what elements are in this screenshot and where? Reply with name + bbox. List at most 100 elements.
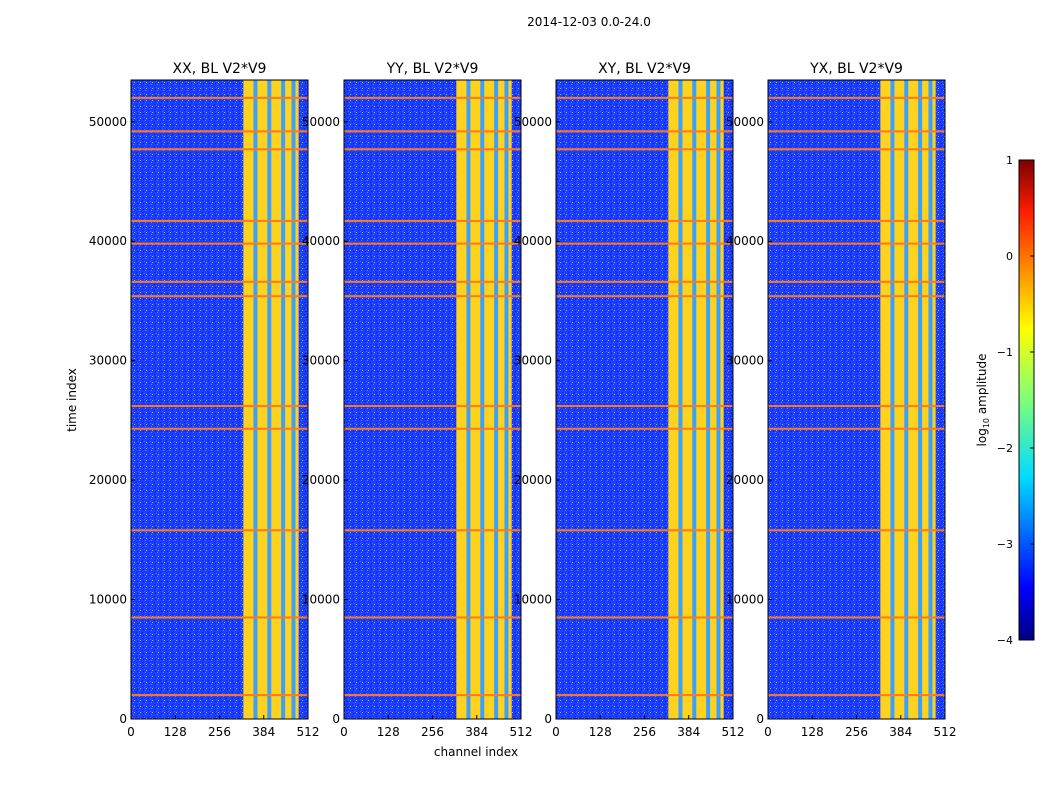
flagged-row	[131, 242, 308, 245]
x-tick-label: 0	[127, 725, 135, 739]
flagged-row	[768, 295, 945, 298]
y-tick-label: 20000	[726, 473, 764, 487]
colorbar-tick-label: −2	[997, 442, 1013, 455]
panels: XX, BL V2*V9 0 128 256 384 512 0 10000 20000 3000…	[89, 61, 957, 739]
x-tick-label: 128	[377, 725, 400, 739]
x-tick-label: 384	[465, 725, 488, 739]
y-axis-label: time index	[65, 368, 79, 432]
flagged-row	[768, 616, 945, 619]
y-tick-label: 30000	[514, 354, 552, 368]
band-gap	[253, 80, 258, 719]
x-tick-label: 0	[764, 725, 772, 739]
panel-2: YY, BL V2*V9 0 128 256 384 512 0 10000 20000 3000…	[302, 61, 533, 739]
flagged-row	[768, 130, 945, 133]
y-tick-label: 40000	[726, 234, 764, 248]
flagged-row	[131, 148, 308, 151]
flagged-row	[344, 295, 521, 298]
flagged-row	[556, 405, 733, 408]
panel-1: XX, BL V2*V9 0 128 256 384 512 0 10000 20000 3000…	[89, 61, 320, 739]
x-tick-label: 256	[208, 725, 231, 739]
y-tick-label: 40000	[514, 234, 552, 248]
band-gap	[281, 80, 286, 719]
flagged-row	[556, 529, 733, 532]
y-tick-label: 50000	[89, 115, 127, 129]
band-gap	[267, 80, 272, 719]
x-tick-label: 0	[552, 725, 560, 739]
flagged-row	[768, 694, 945, 697]
x-tick-label: 256	[421, 725, 444, 739]
x-tick-label: 384	[252, 725, 275, 739]
flagged-row	[768, 148, 945, 151]
panel-4: YX, BL V2*V9 0 128 256 384 512 0 10000 20000 3000…	[726, 61, 957, 739]
x-tick-label: 512	[934, 725, 957, 739]
flagged-row	[344, 405, 521, 408]
flagged-row	[344, 148, 521, 151]
y-tick-label: 50000	[726, 115, 764, 129]
flagged-row	[344, 219, 521, 222]
flagged-row	[556, 295, 733, 298]
y-tick-label: 50000	[302, 115, 340, 129]
y-tick-label: 10000	[89, 593, 127, 607]
y-tick-label: 20000	[89, 473, 127, 487]
colorbar-label-suffix: amplitude	[975, 354, 989, 418]
panel-title: XY, BL V2*V9	[598, 61, 691, 77]
y-tick-label: 50000	[514, 115, 552, 129]
flagged-row	[768, 280, 945, 283]
flagged-row	[131, 405, 308, 408]
flagged-row	[768, 96, 945, 99]
band-gap	[890, 80, 895, 719]
colorbar-tick-label: −3	[997, 538, 1013, 551]
panel-3: XY, BL V2*V9 0 128 256 384 512 0 10000 20000 3000…	[514, 61, 745, 739]
colorbar-ticks: 1 0 −1 −2 −3 −4	[997, 154, 1034, 647]
band-gap	[678, 80, 683, 719]
flagged-row	[344, 694, 521, 697]
flagged-row	[344, 130, 521, 133]
y-tick-label: 0	[544, 712, 552, 726]
flagged-row	[131, 616, 308, 619]
flagged-row	[131, 694, 308, 697]
y-tick-label: 20000	[514, 473, 552, 487]
y-tick-label: 10000	[514, 593, 552, 607]
y-tick-label: 30000	[726, 354, 764, 368]
flagged-row	[556, 96, 733, 99]
colorbar-label: log10 amplitude	[975, 354, 991, 447]
x-tick-label: 0	[340, 725, 348, 739]
x-axis-label: channel index	[434, 745, 518, 759]
colorbar-tick-label: 0	[1006, 250, 1013, 263]
flagged-row	[768, 529, 945, 532]
x-tick-label: 128	[589, 725, 612, 739]
flagged-row	[556, 694, 733, 697]
colorbar-label-log: log	[975, 428, 989, 446]
band-gap	[466, 80, 471, 719]
band-gap	[291, 80, 296, 719]
y-tick-label: 20000	[302, 473, 340, 487]
band-gap	[692, 80, 697, 719]
colorbar-tick-label: −1	[997, 346, 1013, 359]
flagged-row	[344, 427, 521, 430]
flagged-row	[556, 130, 733, 133]
flagged-row	[131, 96, 308, 99]
flagged-row	[768, 405, 945, 408]
colorbar-tick-label: −4	[997, 634, 1013, 647]
y-tick-label: 10000	[302, 593, 340, 607]
flagged-row	[768, 219, 945, 222]
colorbar: 10−1−2−3−4 log10 amplitude	[975, 154, 1035, 647]
flagged-row	[768, 427, 945, 430]
flagged-row	[556, 219, 733, 222]
y-tick-label: 40000	[302, 234, 340, 248]
flagged-row	[344, 242, 521, 245]
band-gap	[904, 80, 909, 719]
band-gap	[928, 80, 933, 719]
flagged-row	[556, 148, 733, 151]
flagged-row	[344, 529, 521, 532]
y-tick-label: 30000	[89, 354, 127, 368]
flagged-row	[131, 130, 308, 133]
y-tick-label: 0	[756, 712, 764, 726]
flagged-row	[344, 96, 521, 99]
x-tick-label: 512	[722, 725, 745, 739]
band-gap	[494, 80, 499, 719]
panel-title: XX, BL V2*V9	[173, 61, 267, 77]
flagged-row	[131, 280, 308, 283]
x-tick-label: 256	[633, 725, 656, 739]
